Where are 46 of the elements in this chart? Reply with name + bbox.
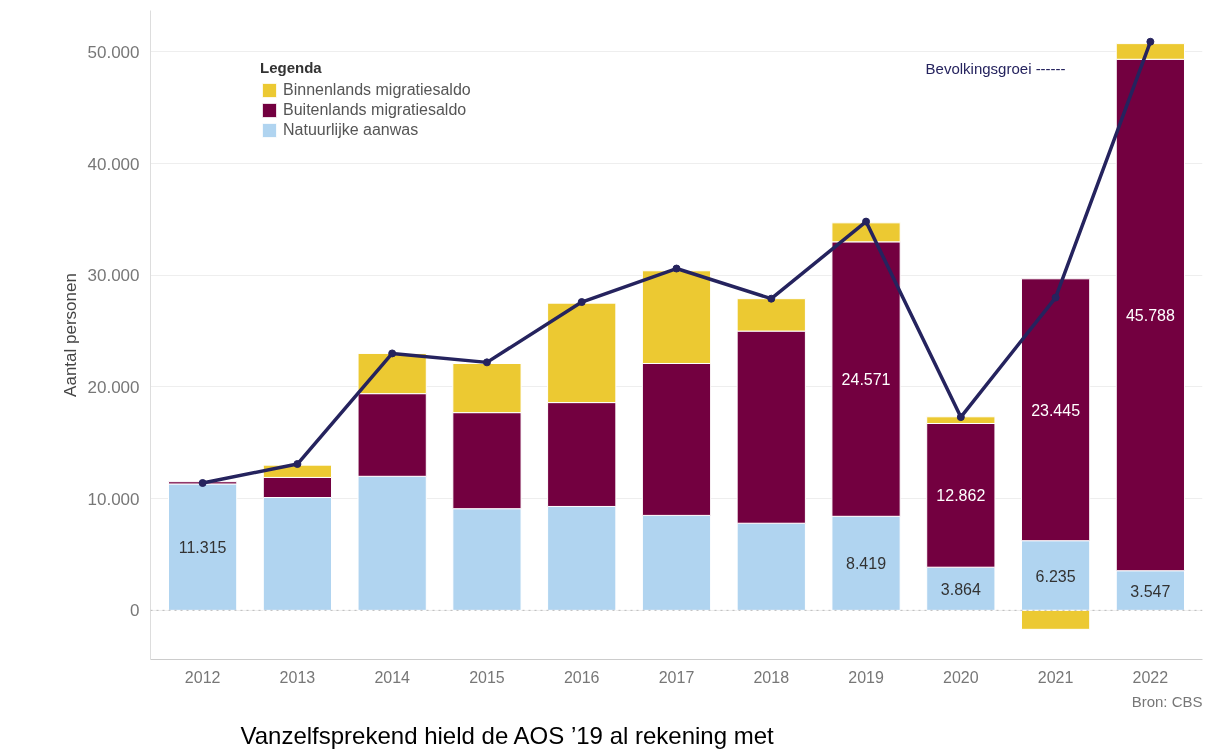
legend-label: Natuurlijke aanwas	[283, 121, 419, 139]
data-label: 12.862	[936, 487, 986, 505]
point	[672, 264, 681, 273]
x-tick-label: 2016	[563, 668, 600, 686]
x-tick-label: 2017	[658, 668, 695, 686]
point	[956, 413, 965, 422]
text: Bevolkingsgroei ------	[925, 60, 1066, 78]
data-label: 24.571	[841, 371, 891, 389]
data-label: 45.788	[1125, 306, 1175, 324]
text: Vanzelfsprekend hield de AOS ’19 al rekening met	[240, 721, 775, 749]
point	[577, 298, 586, 307]
x-tick-label: 2012	[184, 668, 221, 686]
point	[388, 349, 397, 358]
point	[1146, 37, 1155, 46]
data-label: 23.445	[1031, 401, 1081, 419]
x-tick-label: 2014	[374, 668, 411, 686]
x-tick-label: 2019	[848, 668, 884, 686]
x-tick-label: 2022	[1132, 668, 1169, 686]
data-label: 3.547	[1130, 582, 1171, 600]
legend-label: Binnenlands migratiesaldo	[283, 81, 471, 99]
data-label: 11.315	[178, 539, 227, 557]
text: Bron: CBS	[1131, 692, 1203, 710]
x-tick-label: 2018	[753, 668, 790, 686]
x-tick-label: 2021	[1037, 668, 1074, 686]
y-tick-label: 40.000	[87, 154, 140, 174]
point	[293, 460, 302, 469]
bar	[168, 483, 238, 611]
x-tick-label: 2020	[943, 668, 979, 686]
y-tick-label: 30.000	[87, 266, 140, 286]
point	[1051, 293, 1060, 302]
y-tick-label: 10.000	[87, 489, 140, 509]
x-tick-label: 2013	[279, 668, 316, 686]
point	[482, 358, 491, 367]
legend-title: Legenda	[260, 59, 323, 76]
y-tick-label: 0	[130, 601, 140, 621]
y-axis-title: Aantal personen	[60, 273, 80, 397]
y-tick-label: 20.000	[87, 377, 140, 397]
data-label: 6.235	[1035, 567, 1076, 585]
point	[767, 294, 776, 303]
x-tick-label: 2015	[469, 668, 505, 686]
data-label: 8.419	[846, 555, 887, 573]
data-label: 3.864	[940, 580, 981, 598]
point	[198, 479, 207, 487]
point	[862, 217, 871, 226]
y-tick-label: 50.000	[87, 42, 140, 62]
legend-label: Buitenlands migratiesaldo	[283, 101, 467, 119]
